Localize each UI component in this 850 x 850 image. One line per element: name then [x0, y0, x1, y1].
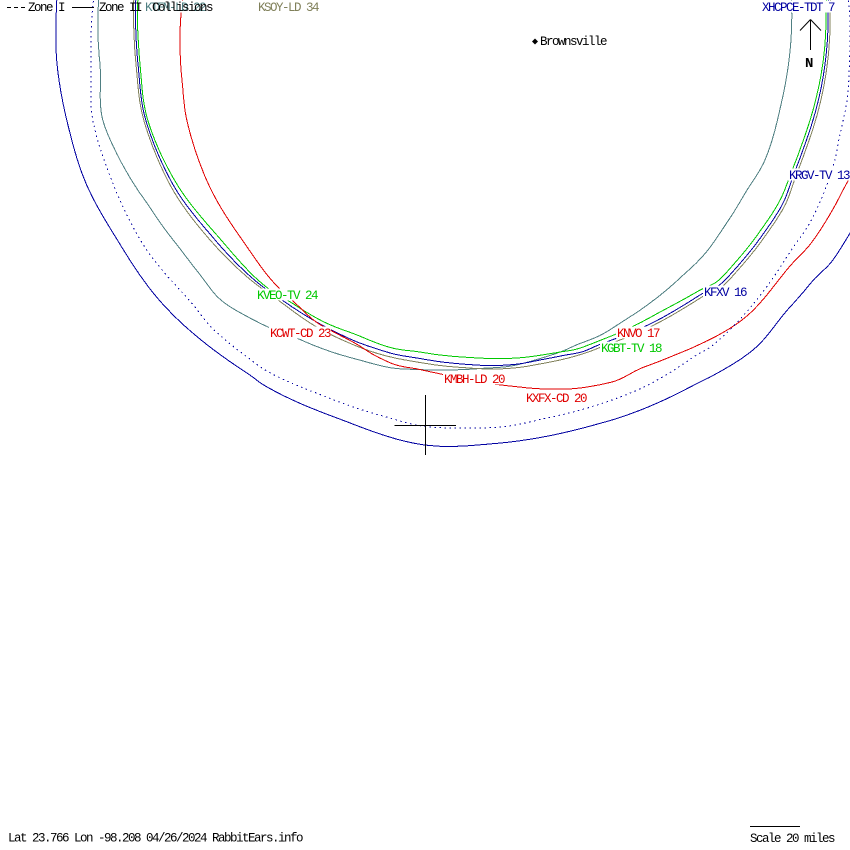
svg-text:KMBH-LD 20: KMBH-LD 20 [444, 373, 505, 387]
svg-text:KSOY-LD 34: KSOY-LD 34 [258, 1, 319, 15]
svg-text:KTFM-LD 22: KTFM-LD 22 [145, 1, 206, 15]
svg-text:XHCPCE-TDT 7: XHCPCE-TDT 7 [762, 1, 835, 15]
svg-text:KXFX-CD 20: KXFX-CD 20 [526, 392, 587, 406]
svg-text:KRGV-TV 13: KRGV-TV 13 [789, 169, 850, 183]
svg-text:KFXV 16: KFXV 16 [704, 286, 747, 300]
svg-text:Brownsville: Brownsville [540, 35, 607, 49]
svg-text:Zone II: Zone II [99, 1, 142, 15]
svg-text:Lat 23.766 Lon -98.208 04/26/2: Lat 23.766 Lon -98.208 04/26/2024 Rabbit… [8, 832, 303, 846]
svg-text:N: N [805, 56, 813, 72]
svg-text:KNVO 17: KNVO 17 [617, 327, 660, 341]
svg-text:Scale 20 miles: Scale 20 miles [750, 832, 835, 846]
svg-text:KGBT-TV 18: KGBT-TV 18 [601, 342, 662, 356]
svg-text:KCWT-CD 23: KCWT-CD 23 [270, 327, 331, 341]
svg-text:Collisions: Collisions [152, 1, 213, 15]
svg-text:KVEO-TV 24: KVEO-TV 24 [257, 289, 318, 303]
svg-text:Zone I: Zone I [28, 1, 65, 15]
